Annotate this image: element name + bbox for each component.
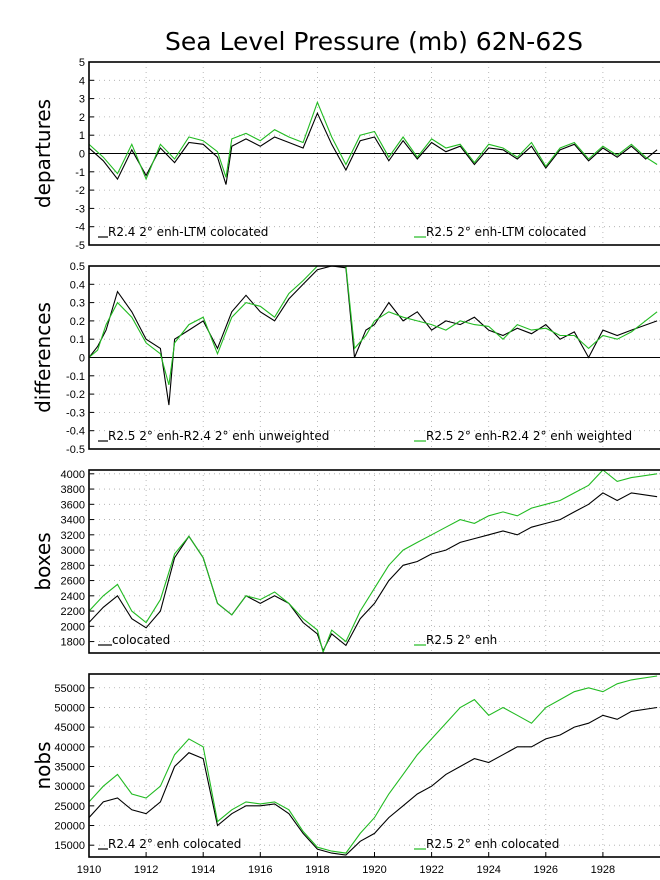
x-tick-label: 1910 bbox=[77, 864, 101, 876]
y-tick-label: 15000 bbox=[54, 840, 85, 852]
x-tick-label: 1926 bbox=[534, 864, 558, 876]
y-tick-label: 2 bbox=[79, 112, 85, 124]
series-line-green bbox=[89, 266, 658, 386]
y-tick-label: 3 bbox=[79, 94, 85, 106]
series-line-black bbox=[89, 492, 658, 653]
panel-frame bbox=[88, 61, 660, 246]
y-tick-label: -0.1 bbox=[66, 371, 85, 383]
x-tick-label: 1918 bbox=[305, 864, 329, 876]
series-line-black bbox=[89, 266, 658, 406]
y-tick-label: -3 bbox=[75, 203, 85, 215]
series-line-green bbox=[89, 470, 658, 653]
y-tick-label: 4 bbox=[79, 75, 85, 87]
y-tick-label: -1 bbox=[75, 167, 85, 179]
y-tick-label: 3200 bbox=[61, 530, 85, 542]
legend-entry: R2.4 2° enh-LTM colocated bbox=[108, 225, 268, 239]
y-axis-label: differences bbox=[31, 302, 55, 413]
legend-entry: R2.5 2° enh-LTM colocated bbox=[426, 225, 586, 239]
y-tick-label: 0 bbox=[79, 149, 85, 161]
y-tick-label: -4 bbox=[75, 222, 85, 234]
y-tick-label: 0.1 bbox=[70, 334, 85, 346]
y-tick-label: 0.4 bbox=[70, 279, 85, 291]
y-tick-label: 50000 bbox=[54, 702, 85, 714]
y-tick-label: 3800 bbox=[61, 484, 85, 496]
y-tick-label: 40000 bbox=[54, 742, 85, 754]
panel-boxes: 1800 2000 2200 2400 2600 2800 3000 3200 3400 3600… bbox=[31, 469, 660, 654]
panels-group: -5 -4 -3 -2 -1 0 1 2 3 4 5 departures R2.4 2° enh-LT… bbox=[31, 57, 660, 858]
chart-title: Sea Level Pressure (mb) 62N-62S bbox=[165, 27, 583, 56]
y-tick-label: 25000 bbox=[54, 801, 85, 813]
y-tick-label: -0.3 bbox=[66, 407, 85, 419]
y-tick-label: -0.4 bbox=[66, 426, 85, 438]
y-tick-label: 3000 bbox=[61, 545, 85, 557]
y-tick-label: -5 bbox=[75, 240, 85, 252]
legend-entry: R2.4 2° enh colocated bbox=[108, 837, 241, 851]
y-tick-label: 2800 bbox=[61, 560, 85, 572]
series-line-black bbox=[89, 706, 658, 856]
y-tick-label: 5 bbox=[79, 57, 85, 69]
y-tick-label: 45000 bbox=[54, 722, 85, 734]
series-line-green bbox=[89, 100, 658, 181]
x-tick-label: 1916 bbox=[248, 864, 272, 876]
panel-differences: -0.5 -0.4 -0.3 -0.2 -0.1 0 0.1 0.2 0.3 0.4 0.5 diff… bbox=[31, 261, 660, 456]
legend-entry: R2.5 2° enh-R2.4 2° enh unweighted bbox=[108, 429, 329, 443]
y-tick-label: 2200 bbox=[61, 606, 85, 618]
y-tick-label: 3600 bbox=[61, 499, 85, 511]
y-tick-label: 3400 bbox=[61, 515, 85, 527]
y-tick-label: 0.2 bbox=[70, 316, 85, 328]
x-tick-label: 1928 bbox=[591, 864, 615, 876]
y-tick-label: 0.5 bbox=[70, 261, 85, 273]
x-tick-label: 1924 bbox=[476, 864, 500, 876]
panel-nobs: 15000 20000 25000 30000 35000 40000 45000 50000… bbox=[31, 673, 660, 858]
y-tick-label: 4000 bbox=[61, 469, 85, 481]
y-tick-label: -0.5 bbox=[66, 444, 85, 456]
series-line-black bbox=[89, 111, 658, 185]
x-tick-label: 1912 bbox=[134, 864, 158, 876]
y-tick-label: 2000 bbox=[61, 621, 85, 633]
y-tick-label: -0.2 bbox=[66, 389, 85, 401]
legend-entry: R2.5 2° enh bbox=[426, 633, 497, 647]
x-tick-label: 1914 bbox=[191, 864, 215, 876]
panel-frame bbox=[88, 673, 660, 858]
y-axis-label: nobs bbox=[31, 741, 55, 789]
y-tick-label: 2600 bbox=[61, 576, 85, 588]
x-tick-label: 1920 bbox=[362, 864, 386, 876]
y-tick-label: 1800 bbox=[61, 637, 85, 649]
series-line-green bbox=[89, 675, 658, 854]
y-tick-label: 0.3 bbox=[70, 298, 85, 310]
y-tick-label: 35000 bbox=[54, 761, 85, 773]
y-axis-label: boxes bbox=[31, 532, 55, 590]
y-axis-label: departures bbox=[31, 99, 55, 208]
y-tick-label: 20000 bbox=[54, 821, 85, 833]
y-tick-label: 30000 bbox=[54, 781, 85, 793]
x-tick-label: 1922 bbox=[419, 864, 443, 876]
panel-departures: -5 -4 -3 -2 -1 0 1 2 3 4 5 departures R2.4 2° enh-LT… bbox=[31, 57, 660, 252]
x-axis: 1910 1912 1914 1916 1918 1920 1922 1924 1926 1928 bbox=[77, 852, 615, 876]
panel-frame bbox=[88, 469, 660, 654]
y-tick-label: -2 bbox=[75, 185, 85, 197]
y-tick-label: 1 bbox=[79, 130, 85, 142]
panel-frame bbox=[88, 265, 660, 450]
y-tick-label: 0 bbox=[79, 353, 85, 365]
y-tick-label: 55000 bbox=[54, 683, 85, 695]
legend-entry: colocated bbox=[112, 633, 170, 647]
y-tick-label: 2400 bbox=[61, 591, 85, 603]
legend-entry: R2.5 2° enh-R2.4 2° enh weighted bbox=[426, 429, 632, 443]
legend-entry: R2.5 2° enh colocated bbox=[426, 837, 559, 851]
